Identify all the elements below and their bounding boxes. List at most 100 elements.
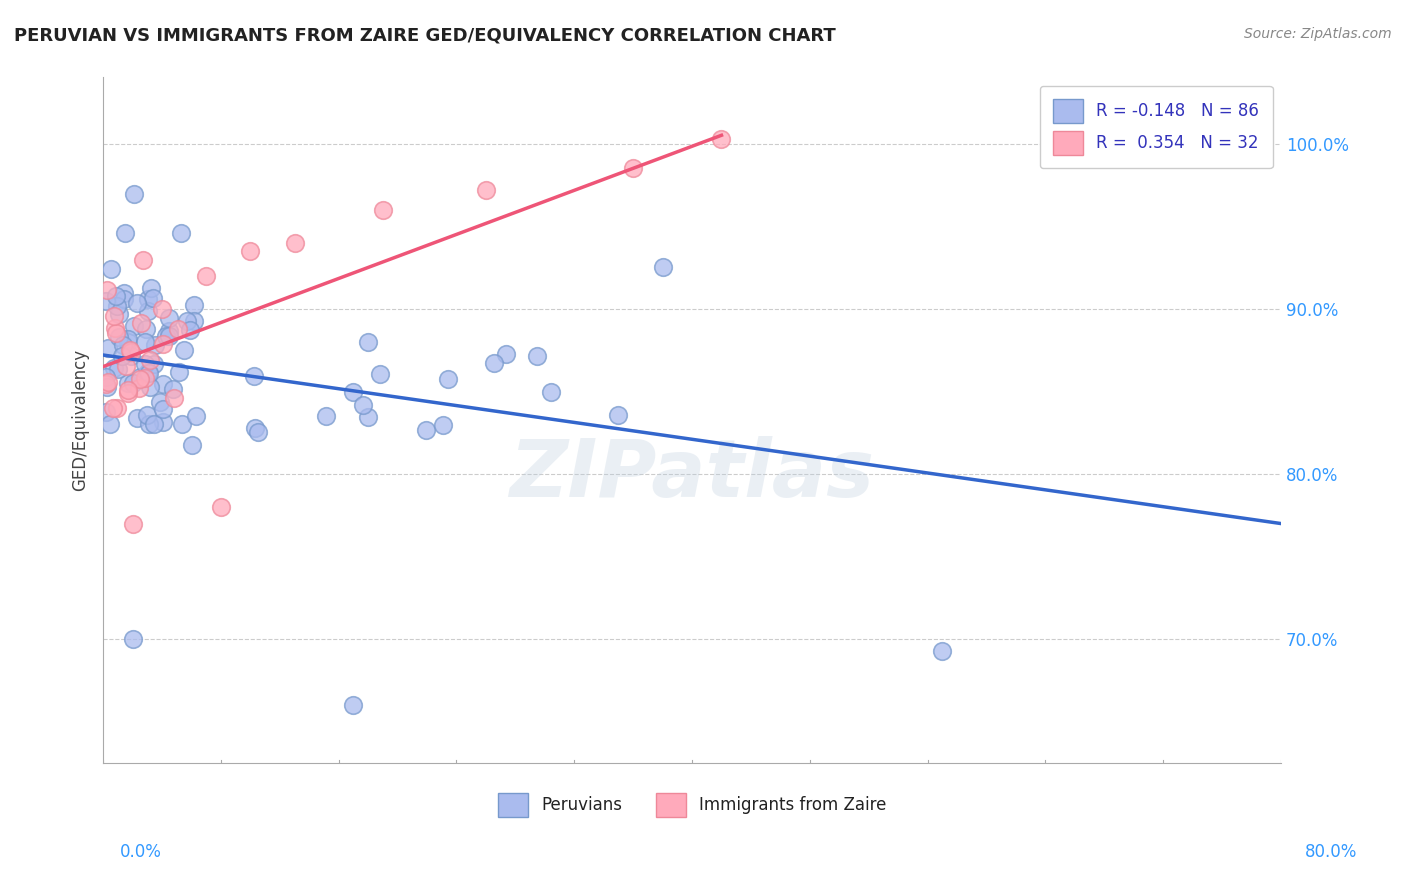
Text: Source: ZipAtlas.com: Source: ZipAtlas.com xyxy=(1244,27,1392,41)
Point xyxy=(112,338,135,352)
Point xyxy=(132,253,155,268)
Y-axis label: GED/Equivalency: GED/Equivalency xyxy=(72,350,89,491)
Point xyxy=(352,398,374,412)
Point xyxy=(97,341,120,355)
Point xyxy=(540,384,562,399)
Point xyxy=(162,382,184,396)
Point xyxy=(94,370,117,384)
Point xyxy=(135,322,157,336)
Point xyxy=(94,377,117,392)
Point xyxy=(247,425,270,439)
Point xyxy=(117,385,139,400)
Point xyxy=(124,319,146,334)
Point xyxy=(105,300,128,314)
Point xyxy=(120,344,142,359)
Point xyxy=(710,131,733,145)
Point xyxy=(239,244,262,258)
Point xyxy=(245,421,267,435)
Point xyxy=(931,644,953,658)
Point xyxy=(176,314,198,328)
Point xyxy=(98,417,121,432)
Point xyxy=(110,349,132,363)
Point xyxy=(166,322,188,336)
Point xyxy=(125,411,148,425)
Point xyxy=(138,367,160,381)
Point xyxy=(105,401,128,415)
Point xyxy=(136,365,159,379)
Point xyxy=(103,401,125,415)
Point xyxy=(342,385,364,400)
Point xyxy=(117,376,139,391)
Point xyxy=(150,301,173,316)
Point xyxy=(195,268,218,283)
Point xyxy=(143,357,166,371)
Point xyxy=(143,417,166,432)
Point xyxy=(157,324,180,338)
Point xyxy=(242,368,264,383)
Point xyxy=(118,343,141,357)
Point xyxy=(103,360,125,375)
Point xyxy=(115,359,138,374)
Text: 0.0%: 0.0% xyxy=(120,843,162,861)
Point xyxy=(121,632,143,647)
Point xyxy=(122,187,145,202)
Point xyxy=(209,500,232,514)
Point xyxy=(128,371,150,385)
Point xyxy=(143,338,166,352)
Point xyxy=(149,394,172,409)
Point xyxy=(152,337,174,351)
Point xyxy=(152,402,174,417)
Point xyxy=(100,262,122,277)
Point xyxy=(163,392,186,406)
Point xyxy=(152,415,174,429)
Point xyxy=(180,437,202,451)
Point xyxy=(114,285,136,300)
Point xyxy=(283,235,305,250)
Point xyxy=(368,367,391,381)
Point xyxy=(170,227,193,241)
Point xyxy=(117,383,139,397)
Point xyxy=(157,311,180,326)
Point xyxy=(183,298,205,312)
Point xyxy=(129,316,152,330)
Point xyxy=(357,409,380,424)
Point xyxy=(138,304,160,318)
Point xyxy=(138,417,160,432)
Point xyxy=(96,283,118,297)
Point xyxy=(105,289,128,303)
Point xyxy=(315,409,337,423)
Point xyxy=(342,698,364,713)
Point xyxy=(134,357,156,371)
Point xyxy=(108,330,131,344)
Point xyxy=(107,362,129,376)
Point xyxy=(134,370,156,384)
Point xyxy=(475,183,498,197)
Point xyxy=(139,281,162,295)
Point xyxy=(117,335,139,350)
Point xyxy=(104,321,127,335)
Point xyxy=(157,329,180,343)
Point xyxy=(170,417,193,432)
Point xyxy=(167,365,190,379)
Point xyxy=(139,353,162,368)
Point xyxy=(495,347,517,361)
Point xyxy=(432,418,454,433)
Point xyxy=(127,296,149,310)
Legend: Peruvians, Immigrants from Zaire: Peruvians, Immigrants from Zaire xyxy=(491,787,893,823)
Point xyxy=(183,314,205,328)
Point xyxy=(122,376,145,391)
Point xyxy=(142,291,165,305)
Point xyxy=(134,335,156,350)
Point xyxy=(621,161,644,176)
Point xyxy=(179,323,201,337)
Point xyxy=(526,349,548,363)
Point xyxy=(103,309,125,323)
Point xyxy=(371,202,394,217)
Point xyxy=(186,409,208,423)
Point xyxy=(651,260,673,275)
Point xyxy=(155,329,177,343)
Point xyxy=(112,292,135,306)
Point xyxy=(114,226,136,240)
Point xyxy=(138,293,160,307)
Point xyxy=(108,307,131,321)
